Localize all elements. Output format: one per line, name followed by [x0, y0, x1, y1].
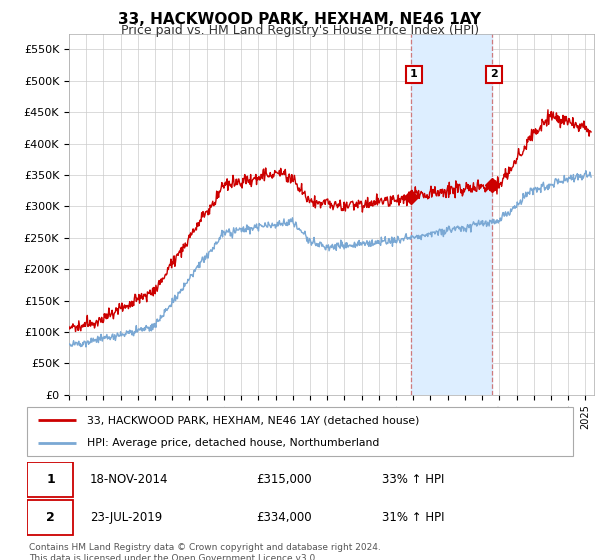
Text: HPI: Average price, detached house, Northumberland: HPI: Average price, detached house, Nort… [87, 438, 379, 448]
FancyBboxPatch shape [27, 500, 73, 535]
Text: 1: 1 [46, 473, 55, 486]
FancyBboxPatch shape [27, 407, 573, 456]
Text: 33, HACKWOOD PARK, HEXHAM, NE46 1AY (detached house): 33, HACKWOOD PARK, HEXHAM, NE46 1AY (det… [87, 416, 419, 426]
Text: Price paid vs. HM Land Registry's House Price Index (HPI): Price paid vs. HM Land Registry's House … [121, 24, 479, 36]
FancyBboxPatch shape [27, 462, 73, 497]
Text: Contains HM Land Registry data © Crown copyright and database right 2024.
This d: Contains HM Land Registry data © Crown c… [29, 543, 380, 560]
Text: 33, HACKWOOD PARK, HEXHAM, NE46 1AY: 33, HACKWOOD PARK, HEXHAM, NE46 1AY [118, 12, 482, 27]
Text: 2: 2 [46, 511, 55, 524]
Text: £315,000: £315,000 [256, 473, 312, 486]
Text: 2: 2 [490, 69, 498, 80]
Text: £334,000: £334,000 [256, 511, 312, 524]
Text: 18-NOV-2014: 18-NOV-2014 [90, 473, 168, 486]
Text: 31% ↑ HPI: 31% ↑ HPI [382, 511, 445, 524]
Text: 1: 1 [410, 69, 418, 80]
Bar [411, 34, 491, 395]
Text: 33% ↑ HPI: 33% ↑ HPI [382, 473, 444, 486]
Text: 23-JUL-2019: 23-JUL-2019 [90, 511, 162, 524]
